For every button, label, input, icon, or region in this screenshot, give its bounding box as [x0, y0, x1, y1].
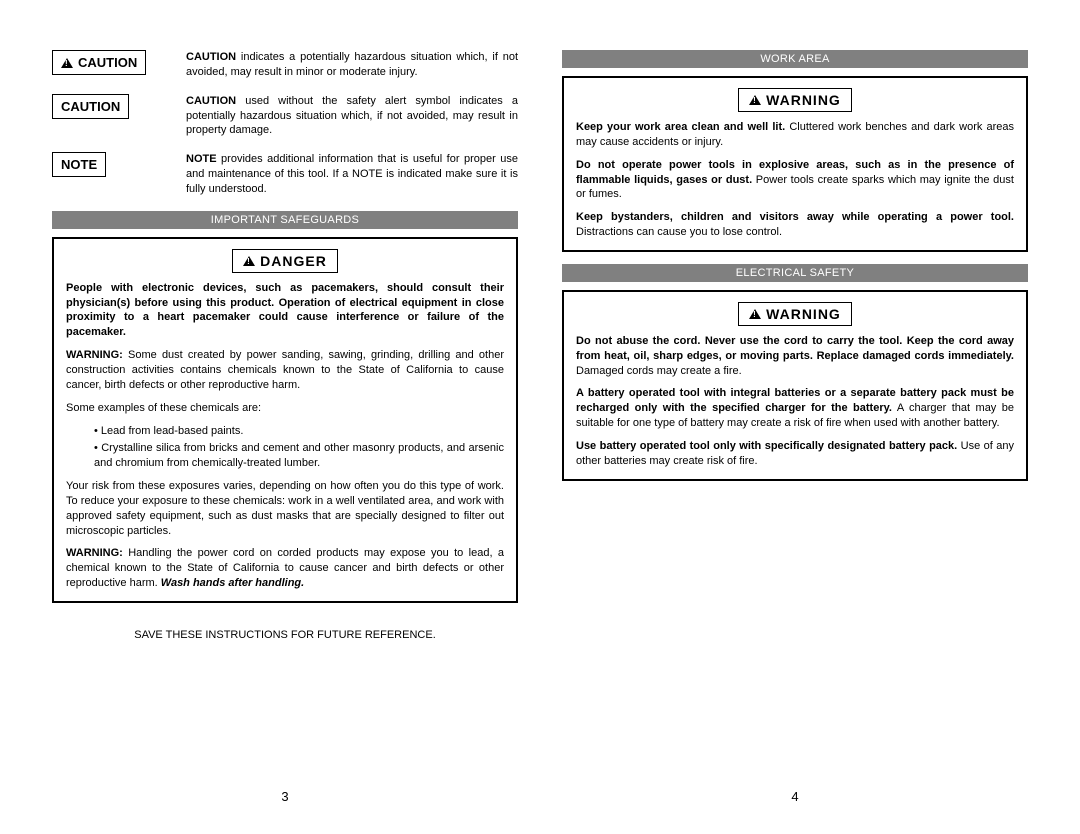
p-bold: Keep bystanders, children and visitors a…	[576, 211, 1014, 223]
p-bold: Do not abuse the cord. Never use the cor…	[576, 335, 1014, 362]
danger-badge: DANGER	[232, 249, 338, 273]
page-right: WORK AREA WARNING Keep your work area cl…	[540, 50, 1050, 804]
alert-triangle-icon	[749, 309, 761, 319]
section-header-safeguards: IMPORTANT SAFEGUARDS	[52, 211, 518, 229]
save-instructions-line: SAVE THESE INSTRUCTIONS FOR FUTURE REFER…	[52, 629, 518, 641]
badge-wrap: WARNING	[576, 88, 1014, 120]
danger-p1: People with electronic devices, such as …	[66, 281, 504, 340]
note-label: NOTE	[52, 152, 106, 177]
text-bold: CAUTION	[186, 95, 236, 107]
def-label-col: CAUTION	[52, 94, 174, 139]
warn-paragraph: Use battery operated tool only with spec…	[576, 439, 1014, 469]
p-rest: Damaged cords may create a fire.	[576, 365, 742, 377]
warning-box-electrical: WARNING Do not abuse the cord. Never use…	[562, 290, 1028, 481]
warning-box-work-area: WARNING Keep your work area clean and we…	[562, 76, 1028, 252]
def-text: CAUTION used without the safety alert sy…	[186, 94, 518, 139]
warn-paragraph: Keep your work area clean and well lit. …	[576, 120, 1014, 150]
badge-text: DANGER	[260, 253, 327, 269]
label-text: NOTE	[61, 157, 97, 172]
danger-p2: WARNING: Some dust created by power sand…	[66, 348, 504, 393]
definition-row-note: NOTE NOTE provides additional informatio…	[52, 152, 518, 197]
badge-wrap: WARNING	[576, 302, 1014, 334]
p5-bold: WARNING:	[66, 547, 123, 559]
def-label-col: NOTE	[52, 152, 174, 197]
page-number-left: 3	[281, 789, 288, 804]
text-rest: used without the safety alert symbol ind…	[186, 95, 518, 137]
label-text: CAUTION	[61, 99, 120, 114]
badge-text: WARNING	[766, 306, 841, 322]
alert-triangle-icon	[749, 95, 761, 105]
danger-box: DANGER People with electronic devices, s…	[52, 237, 518, 603]
p2-bold: WARNING:	[66, 349, 123, 361]
label-text: CAUTION	[78, 55, 137, 70]
p5-em: Wash hands after handling.	[161, 577, 304, 589]
section-header-electrical: ELECTRICAL SAFETY	[562, 264, 1028, 282]
caution-alert-label: CAUTION	[52, 50, 146, 75]
text-bold: NOTE	[186, 153, 217, 165]
def-text: NOTE provides additional information tha…	[186, 152, 518, 197]
badge-text: WARNING	[766, 92, 841, 108]
def-label-col: CAUTION	[52, 50, 174, 80]
badge-wrap: DANGER	[66, 249, 504, 281]
danger-p5: WARNING: Handling the power cord on cord…	[66, 546, 504, 591]
list-item: Lead from lead-based paints.	[94, 424, 504, 439]
definition-row-caution: CAUTION CAUTION used without the safety …	[52, 94, 518, 139]
danger-p3: Some examples of these chemicals are:	[66, 401, 504, 416]
warn-paragraph: Do not operate power tools in explosive …	[576, 158, 1014, 203]
page-left: CAUTION CAUTION indicates a potentially …	[30, 50, 540, 804]
caution-label: CAUTION	[52, 94, 129, 119]
alert-triangle-icon	[61, 58, 73, 68]
warning-badge: WARNING	[738, 88, 852, 112]
warn-paragraph: A battery operated tool with integral ba…	[576, 386, 1014, 431]
def-text: CAUTION indicates a potentially hazardou…	[186, 50, 518, 80]
p-rest: Distractions can cause you to lose contr…	[576, 226, 782, 238]
danger-p4: Your risk from these exposures varies, d…	[66, 479, 504, 538]
text-bold: CAUTION	[186, 51, 236, 63]
warning-badge: WARNING	[738, 302, 852, 326]
alert-triangle-icon	[243, 256, 255, 266]
section-header-work-area: WORK AREA	[562, 50, 1028, 68]
p-bold: Use battery operated tool only with spec…	[576, 440, 957, 452]
definition-row-caution-alert: CAUTION CAUTION indicates a potentially …	[52, 50, 518, 80]
warn-paragraph: Do not abuse the cord. Never use the cor…	[576, 334, 1014, 379]
text-rest: provides additional information that is …	[186, 153, 518, 195]
p-bold: Keep your work area clean and well lit.	[576, 121, 785, 133]
list-item: Crystalline silica from bricks and cemen…	[94, 441, 504, 471]
page-number-right: 4	[791, 789, 798, 804]
p2-rest: Some dust created by power sanding, sawi…	[66, 349, 504, 391]
p1-bold: People with electronic devices, such as …	[66, 282, 504, 339]
text-rest: indicates a potentially hazardous situat…	[186, 51, 518, 78]
chemical-list: Lead from lead-based paints. Crystalline…	[94, 424, 504, 472]
warn-paragraph: Keep bystanders, children and visitors a…	[576, 210, 1014, 240]
